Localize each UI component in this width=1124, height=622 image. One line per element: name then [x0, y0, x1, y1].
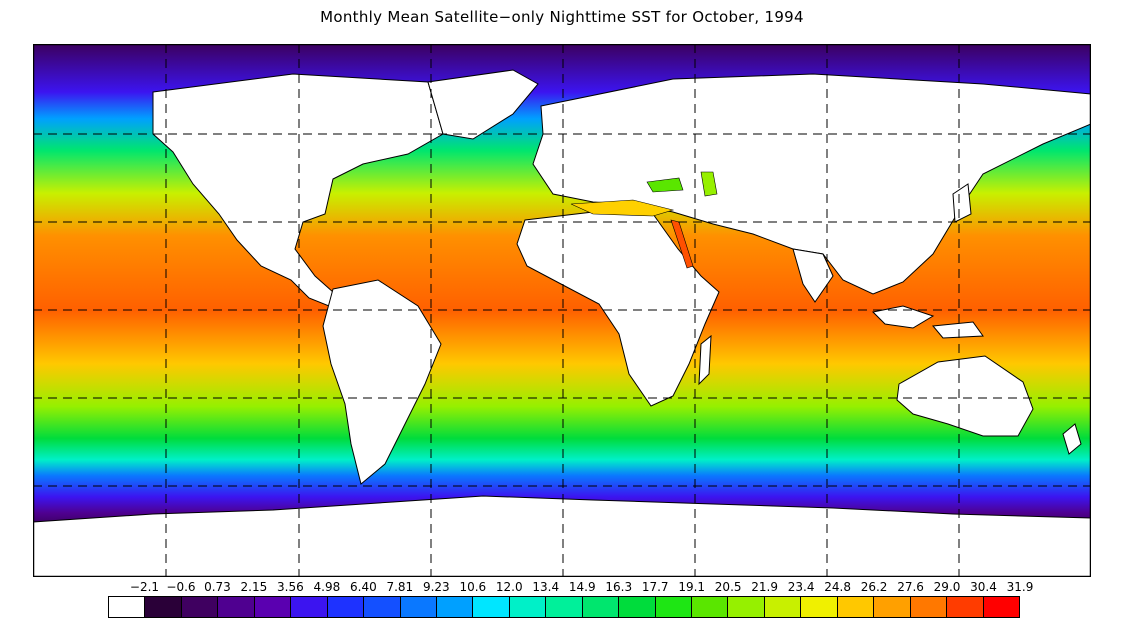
legend-swatch	[874, 597, 911, 617]
legend-swatch	[327, 597, 365, 617]
legend-swatch	[837, 597, 875, 617]
legend-tick-label: −0.6	[166, 580, 196, 594]
legend-tick-label: 30.4	[970, 580, 997, 594]
legend-swatch	[509, 597, 547, 617]
legend-swatch	[692, 597, 729, 617]
red-sea	[670, 219, 694, 269]
legend-tick-label: 16.3	[605, 580, 633, 594]
legend-tick-label: 10.6	[459, 580, 487, 594]
legend-color-bar	[108, 596, 1020, 618]
legend-swatch	[947, 597, 984, 617]
legend-swatch	[582, 597, 620, 617]
legend-swatch	[181, 597, 219, 617]
legend-tick-label: 0.73	[204, 580, 231, 594]
madagascar	[698, 334, 712, 386]
indonesia-2	[932, 321, 984, 339]
legend-tick-label: 29.0	[933, 580, 961, 594]
sst-map	[33, 44, 1091, 577]
legend-tick-label: 14.9	[568, 580, 596, 594]
new-zealand	[1062, 423, 1082, 455]
legend-swatch	[218, 597, 255, 617]
color-legend: −2.1 −0.6 0.73 2.15 3.56 4.98 6.40 7.81 9.23 10.6…	[108, 579, 1033, 619]
legend-tick-label: 13.4	[532, 580, 560, 594]
legend-swatch	[546, 597, 583, 617]
legend-tick-label: 7.81	[386, 580, 414, 594]
legend-tick-label: 4.98	[313, 580, 341, 594]
legend-tick-label: 2.15	[240, 580, 268, 594]
legend-swatch	[910, 597, 948, 617]
legend-swatch	[436, 597, 474, 617]
legend-tick-label: −2.1	[129, 580, 160, 594]
legend-tick-label: 26.2	[860, 580, 888, 594]
africa	[516, 211, 720, 407]
legend-tick-label: 17.7	[641, 580, 669, 594]
legend-swatch	[764, 597, 802, 617]
legend-swatch	[109, 597, 146, 617]
inland-seas	[570, 171, 718, 269]
legend-tick-labels: −2.1 −0.6 0.73 2.15 3.56 4.98 6.40 7.81 9.23 10.6…	[108, 579, 1033, 597]
graticule	[33, 44, 1091, 577]
legend-tick-label: 20.5	[714, 580, 742, 594]
legend-swatch	[983, 597, 1019, 617]
legend-swatch	[364, 597, 401, 617]
legend-tick-label: 21.9	[751, 580, 778, 594]
indonesia	[871, 305, 935, 329]
legend-tick-label: 3.56	[277, 580, 304, 594]
australia	[896, 355, 1034, 437]
legend-tick-label: 6.40	[350, 580, 377, 594]
north-america	[152, 73, 444, 307]
legend-tick-label: 12.0	[495, 580, 523, 594]
legend-swatch	[400, 597, 437, 617]
legend-tick-label: 19.1	[678, 580, 706, 594]
legend-tick-label: 24.8	[824, 580, 851, 594]
eurasia	[532, 73, 1091, 295]
legend-swatch	[291, 597, 328, 617]
legend-tick-label: 27.6	[897, 580, 924, 594]
legend-swatch	[145, 597, 182, 617]
japan	[952, 183, 972, 223]
map-frame	[33, 44, 1091, 577]
legend-tick-label: 23.4	[787, 580, 815, 594]
legend-swatch	[728, 597, 765, 617]
legend-swatch	[801, 597, 838, 617]
legend-tick-label: 31.9	[1006, 580, 1034, 594]
caspian	[700, 171, 718, 197]
black-sea	[646, 177, 684, 193]
mediterranean	[570, 199, 675, 217]
legend-swatch	[473, 597, 510, 617]
legend-swatch	[655, 597, 692, 617]
south-america	[322, 279, 442, 485]
legend-swatch	[619, 597, 656, 617]
india	[792, 248, 834, 303]
map-title: Monthly Mean Satellite−only Nighttime SS…	[320, 8, 804, 26]
legend-swatch	[254, 597, 292, 617]
legend-tick-label: 9.23	[422, 580, 450, 594]
